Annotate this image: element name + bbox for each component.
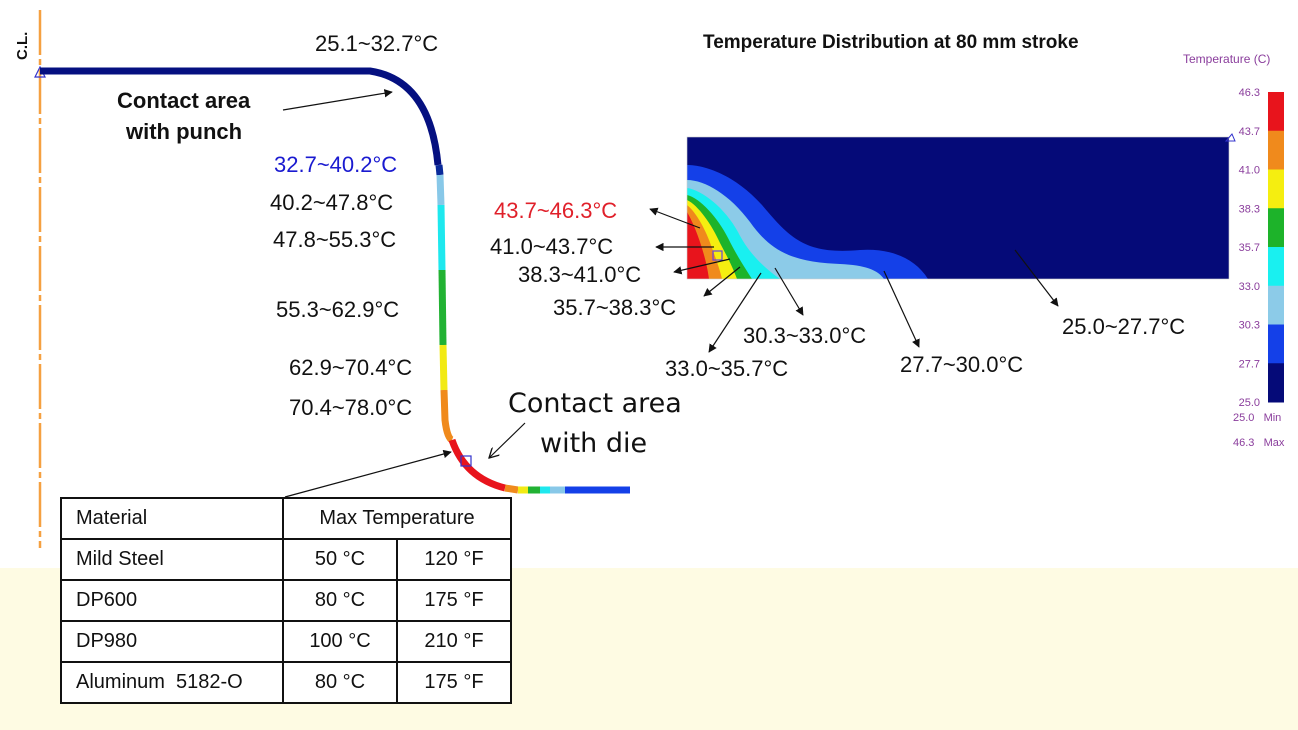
annotation-label-2: 41.0~43.7°C [490,234,613,259]
colorbar-segment [1268,247,1284,287]
annotation-label-3: 38.3~41.0°C [518,262,641,287]
die-contact-label-line2: with die [540,428,647,459]
annotation-label-1: 43.7~46.3°C [494,198,617,223]
colorbar-max-label: 46.3 Max [1233,437,1285,449]
colorbar-tick-label: 27.7 [1239,358,1260,370]
cell-fahrenheit: 120 °F [396,538,512,581]
header-max-temperature: Max Temperature [282,497,512,540]
colorbar-tick-label: 46.3 [1239,87,1260,99]
colorbar-tick-label: 30.3 [1239,320,1260,332]
cell-celsius: 80 °C [282,661,398,704]
colorbar-title: Temperature (C) [1183,52,1270,66]
left-diagram: C.L. 25.1~32.7°C Contact area with punch… [14,10,682,548]
right-panel-background [650,0,1298,568]
cell-fahrenheit: 210 °F [396,620,512,663]
table-link-arrow [284,449,452,498]
top-range-label: 25.1~32.7°C [315,31,438,56]
right-plot: Temperature Distribution at 80 mm stroke… [490,32,1285,449]
annotation-label-6: 33.0~35.7°C [665,356,788,381]
annotation-label-8: 25.0~27.7°C [1062,314,1185,339]
colorbar-segment [1268,169,1284,209]
table-row: Aluminum 5182-O 80 °C 175 °F [60,661,512,704]
colorbar-min-label: 25.0 Min [1233,412,1281,424]
plot-title: Temperature Distribution at 80 mm stroke [703,32,1079,53]
die-contact-marker [460,455,472,467]
cell-material: Mild Steel [60,538,284,581]
wall-label-2: 40.2~47.8°C [270,190,393,215]
die-contact-arrow [489,422,526,458]
material-table: Material Max Temperature Mild Steel 50 °… [60,497,512,704]
colorbar-tick-label: 41.0 [1239,165,1260,177]
cell-celsius: 80 °C [282,579,398,622]
colorbar-tick-label: 38.3 [1239,203,1260,215]
annotation-arrows [649,207,1059,353]
colorbar-segment [1268,363,1284,403]
wall-label-3: 47.8~55.3°C [273,227,396,252]
colorbar-segment [1268,324,1284,364]
colorbar-tick-label: 33.0 [1239,281,1260,293]
colorbar-tick-label: 35.7 [1239,242,1260,254]
colorbar-segments [1268,92,1284,403]
workpiece-contour [687,137,1229,279]
cell-celsius: 100 °C [282,620,398,663]
cell-celsius: 50 °C [282,538,398,581]
cell-material: DP600 [60,579,284,622]
contact-marker [712,250,723,261]
colorbar-tick-label: 43.7 [1239,126,1260,138]
colorbar-segment [1268,130,1284,170]
die-contact-label-line1: Contact area [508,388,682,419]
annotation-label-7: 27.7~30.0°C [900,352,1023,377]
colorbar-segment [1268,92,1284,132]
edge-marker [1224,133,1236,142]
punch-contact-label-line1: Contact area [117,88,251,113]
table-row: Mild Steel 50 °C 120 °F [60,538,512,581]
header-material: Material [60,497,284,540]
punch-contact-label-line2: with punch [125,119,242,144]
colorbar-tick-label: 25.0 [1239,397,1260,409]
colorbar-segment [1268,208,1284,248]
table-header-row: Material Max Temperature [60,497,512,540]
colorbar-segment [1268,285,1284,325]
cell-material: Aluminum 5182-O [60,661,284,704]
colorbar-ticks: 46.3 43.7 41.0 38.3 35.7 33.0 30.3 27.7 25.0 [1239,87,1260,409]
table-row: DP980 100 °C 210 °F [60,620,512,663]
cell-fahrenheit: 175 °F [396,579,512,622]
cell-material: DP980 [60,620,284,663]
wall-label-1: 32.7~40.2°C [274,152,397,177]
sheet-profile [40,67,630,494]
centerline-label: C.L. [14,32,31,60]
punch-contact-arrow [282,89,393,111]
workpiece-outline [686,136,1230,280]
wall-label-4: 55.3~62.9°C [276,297,399,322]
annotation-label-4: 35.7~38.3°C [553,295,676,320]
wall-label-5: 62.9~70.4°C [289,355,412,380]
wall-label-6: 70.4~78.0°C [289,395,412,420]
annotation-label-5: 30.3~33.0°C [743,323,866,348]
colorbar: Temperature (C) 46.3 43.7 41.0 38.3 35.7 33.0… [1183,52,1285,449]
cell-fahrenheit: 175 °F [396,661,512,704]
left-panel-background [0,0,650,568]
table-row: DP600 80 °C 175 °F [60,579,512,622]
